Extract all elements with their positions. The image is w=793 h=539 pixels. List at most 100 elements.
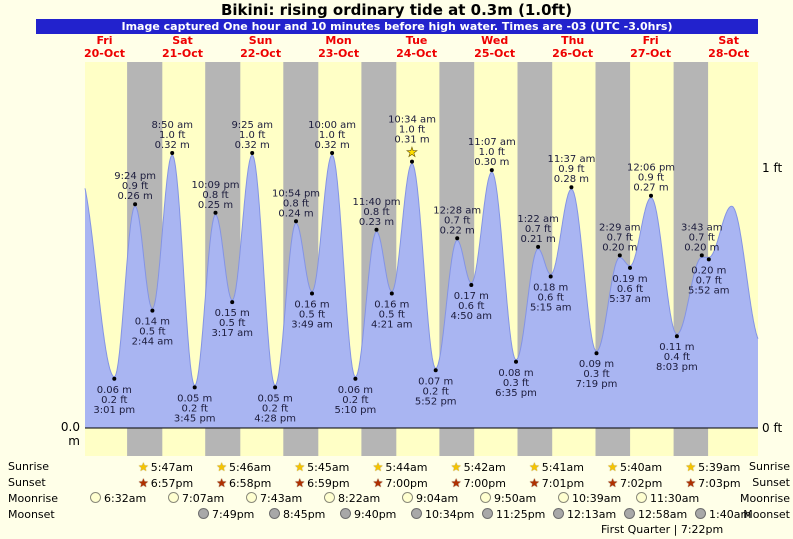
- high-tide-label-line: 0.31 m: [394, 135, 429, 146]
- day-name: Sun: [248, 34, 273, 47]
- moonrise-row-label: Moonrise: [8, 492, 58, 505]
- high-tide-label-line: 1.0 ft: [159, 130, 185, 141]
- sunrise-icon: ★: [607, 460, 618, 474]
- tide-point-dot: [674, 334, 679, 339]
- high-tide-label-line: 0.7 ft: [689, 232, 715, 243]
- tide-point-dot: [699, 253, 704, 258]
- moonrise-time: 9:50am: [494, 492, 537, 505]
- high-tide-label-line: 1.0 ft: [239, 130, 265, 141]
- moonset-entry: 1:40am: [695, 507, 751, 523]
- sunset-time: 6:58pm: [228, 477, 272, 490]
- sunrise-icon: ★: [685, 460, 697, 474]
- day-date: 28-Oct: [708, 46, 750, 60]
- moonrise-icon: [246, 492, 257, 503]
- low-tide-label-line: 0.2 ft: [101, 395, 127, 406]
- sunrise-entry: ★ 5:46am: [216, 459, 271, 475]
- moonset-entry: 10:34pm: [411, 507, 474, 523]
- low-tide-label-line: 0.18 m: [533, 283, 568, 294]
- tide-point-dot: [170, 151, 175, 155]
- low-tide-label-line: 4:50 am: [451, 311, 493, 322]
- day-name: Fri: [642, 34, 659, 47]
- tide-point-dot: [112, 376, 117, 381]
- sunrise-entry: ★ 5:41am: [529, 459, 584, 475]
- y-axis-label-0ft: 0 ft: [762, 421, 783, 435]
- high-tide-label-line: 1.0 ft: [479, 147, 505, 158]
- moonset-time: 10:34pm: [425, 508, 475, 521]
- tide-point-dot: [433, 368, 438, 373]
- day-name: Fri: [96, 34, 113, 47]
- tide-point-dot: [514, 359, 518, 364]
- low-tide-label-line: 0.4 ft: [664, 352, 690, 363]
- moonset-time: 12:13am: [567, 508, 617, 521]
- moonrise-entry: 6:32am: [90, 491, 146, 507]
- low-tide-label-line: 0.5 ft: [379, 310, 405, 321]
- moonrise-icon: [636, 492, 647, 503]
- low-tide-label-line: 8:03 pm: [656, 362, 698, 373]
- high-tide-label-line: 11:07 am: [468, 137, 516, 148]
- low-tide-label-line: 0.11 m: [659, 342, 694, 353]
- moonrise-time: 11:30am: [650, 492, 700, 505]
- low-tide-label-line: 5:15 am: [530, 303, 572, 314]
- day-date: 20-Oct: [83, 46, 125, 60]
- low-tide-label-line: 0.20 m: [691, 265, 726, 276]
- low-tide-label-line: 0.6 ft: [458, 301, 484, 312]
- high-tide-label-line: 0.7 ft: [444, 215, 470, 226]
- day-name: Sat: [172, 34, 193, 47]
- sunset-time: 7:00pm: [385, 477, 428, 490]
- day-header: Fri 20-Oct: [70, 34, 140, 60]
- high-tide-label-line: 0.22 m: [440, 225, 475, 236]
- high-tide-label-line: 0.20 m: [602, 242, 637, 253]
- low-tide-label-line: 0.2 ft: [423, 386, 449, 397]
- tide-point-dot: [330, 151, 335, 155]
- low-tide-label-line: 0.7 ft: [696, 275, 722, 286]
- day-date: 27-Oct: [630, 46, 672, 60]
- high-tide-label-line: 3:43 am: [681, 222, 723, 233]
- tide-point-dot: [294, 219, 298, 224]
- tide-curve-area: [85, 155, 758, 428]
- moonset-row-label: Moonset: [743, 508, 790, 521]
- low-tide-label-line: 4:28 pm: [254, 413, 296, 424]
- high-tide-label-line: 0.8 ft: [202, 190, 228, 201]
- moonset-time: 11:25pm: [496, 508, 546, 521]
- high-tide-label-line: 0.27 m: [633, 183, 668, 194]
- moonset-icon: [411, 508, 422, 519]
- tide-point-dot: [569, 185, 574, 190]
- high-tide-label-line: 0.9 ft: [638, 173, 664, 184]
- high-tide-label-line: 10:54 pm: [272, 188, 320, 199]
- sunset-time: 6:59pm: [307, 477, 350, 490]
- low-tide-label-line: 0.5 ft: [299, 310, 325, 321]
- high-tide-label-line: 0.32 m: [315, 140, 350, 151]
- sunset-icon: ★: [450, 476, 462, 490]
- high-tide-label-line: 1:22 am: [517, 214, 559, 225]
- low-tide-label-line: 0.17 m: [454, 291, 489, 302]
- sunset-time: 7:02pm: [619, 477, 663, 490]
- day-date: 24-Oct: [396, 46, 438, 60]
- moonset-entry: 12:13am: [553, 507, 616, 523]
- sunrise-entry: ★ 5:40am: [607, 459, 662, 475]
- day-header: Sat 21-Oct: [148, 34, 218, 60]
- high-tide-label-line: 0.24 m: [278, 208, 313, 219]
- low-tide-label-line: 6:35 pm: [495, 388, 537, 399]
- low-tide-label-line: 0.5 ft: [219, 318, 245, 329]
- tide-point-dot: [273, 385, 278, 390]
- day-name: Wed: [481, 34, 509, 47]
- tide-point-dot: [469, 283, 474, 287]
- high-tide-label-line: 0.9 ft: [558, 164, 584, 175]
- sunrise-icon: ★: [372, 460, 384, 474]
- day-header: Wed 25-Oct: [460, 34, 530, 60]
- low-tide-label-line: 0.6 ft: [617, 284, 643, 295]
- moonrise-icon: [558, 492, 569, 503]
- high-tide-label-line: 0.32 m: [235, 140, 270, 151]
- day-date: 26-Oct: [552, 46, 594, 60]
- tide-point-dot: [628, 265, 632, 270]
- tide-point-dot: [548, 274, 553, 279]
- tide-point-dot: [192, 385, 197, 390]
- tide-point-dot: [617, 253, 622, 258]
- day-header: Tue 24-Oct: [382, 34, 452, 60]
- moonrise-icon: [90, 492, 101, 503]
- sunset-entry: ★ 6:59pm: [294, 475, 349, 491]
- moonset-time: 9:40pm: [354, 508, 397, 521]
- high-tide-label-line: 11:37 am: [547, 154, 595, 165]
- moonrise-entry: 9:04am: [402, 491, 458, 507]
